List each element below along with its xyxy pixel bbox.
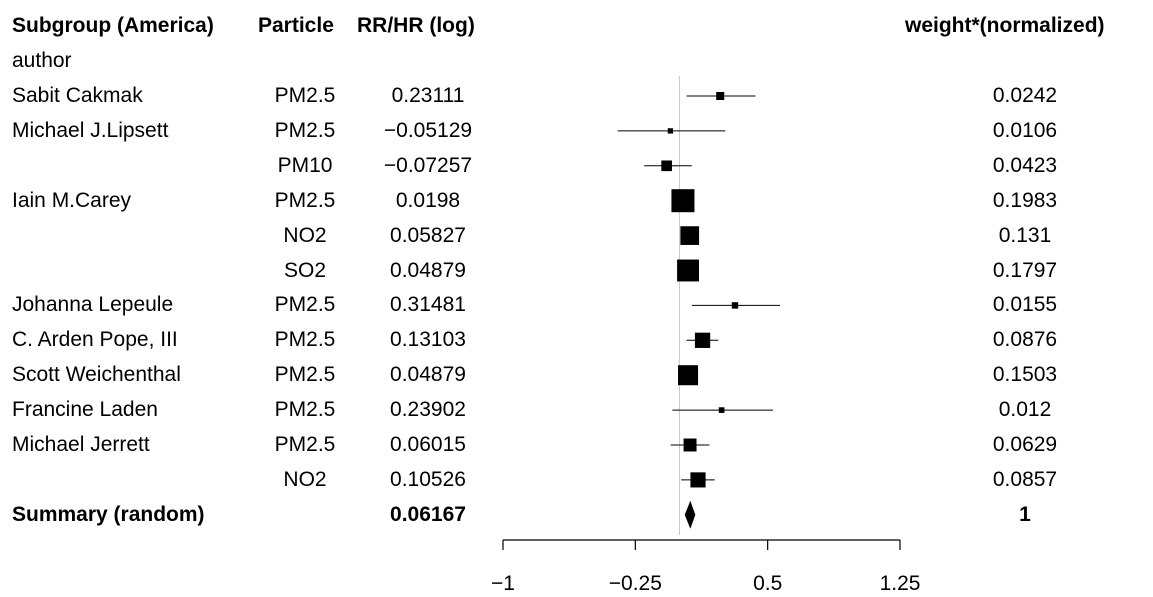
row-weight: 0.0629 xyxy=(992,433,1058,456)
row-author: Michael Jerrett xyxy=(12,433,150,456)
row-estimate: −0.07257 xyxy=(383,153,473,177)
row-estimate: 0.10526 xyxy=(390,467,466,491)
row-particle: PM2.5 xyxy=(274,118,336,142)
row-particle: PM2.5 xyxy=(274,328,336,352)
row-weight: 0.1797 xyxy=(992,258,1058,282)
estimate-box xyxy=(661,160,672,172)
row-estimate: 0.0198 xyxy=(395,188,461,212)
row-estimate: 0.31481 xyxy=(390,293,466,317)
row-author: Johanna Lepeule xyxy=(12,293,174,317)
row-author: Michael J.Lipsett xyxy=(12,118,169,142)
row-particle: PM2.5 xyxy=(274,363,336,387)
row-author: C. Arden Pope, III xyxy=(12,328,178,352)
row-estimate: 0.05827 xyxy=(390,223,466,247)
header-particle: Particle xyxy=(258,14,334,37)
row-estimate: −0.05129 xyxy=(383,118,473,142)
row-weight: 0.0857 xyxy=(992,467,1058,491)
estimate-box xyxy=(680,226,700,245)
x-tick-label: 1.25 xyxy=(880,572,921,595)
header-subgroup: Subgroup (America) xyxy=(12,14,214,37)
estimate-box xyxy=(716,91,725,101)
row-weight: 0.0155 xyxy=(992,293,1058,317)
row-particle: PM10 xyxy=(277,153,333,177)
estimate-box xyxy=(731,302,739,309)
header-weight: weight*(normalized) xyxy=(905,14,1105,37)
row-author: Sabit Cakmak xyxy=(12,84,143,107)
row-weight: 0.0242 xyxy=(992,84,1058,107)
estimate-box xyxy=(694,332,711,348)
row-estimate: 0.13103 xyxy=(390,328,466,352)
summary-estimate: 0.06167 xyxy=(390,502,466,526)
estimate-box xyxy=(683,438,697,452)
row-particle: PM2.5 xyxy=(274,188,336,212)
row-particle: PM2.5 xyxy=(274,293,336,317)
row-weight: 0.131 xyxy=(998,223,1052,247)
row-particle: PM2.5 xyxy=(274,84,336,107)
header-author: author xyxy=(12,49,72,72)
row-particle: NO2 xyxy=(283,467,327,491)
x-tick-label: 0.5 xyxy=(753,572,782,595)
row-estimate: 0.04879 xyxy=(390,258,466,282)
summary-label: Summary (random) xyxy=(12,502,205,526)
row-weight: 0.012 xyxy=(998,398,1052,422)
summary-diamond xyxy=(684,500,696,529)
estimate-box xyxy=(678,365,699,386)
estimate-box xyxy=(671,189,695,213)
row-particle: PM2.5 xyxy=(274,433,336,456)
row-estimate: 0.06015 xyxy=(390,433,466,456)
row-particle: SO2 xyxy=(283,258,327,282)
row-weight: 0.1983 xyxy=(992,188,1058,212)
row-weight: 0.0106 xyxy=(992,118,1058,142)
row-estimate: 0.04879 xyxy=(390,363,466,387)
x-tick-label: −0.25 xyxy=(609,572,662,595)
summary-weight: 1 xyxy=(1019,502,1031,526)
row-particle: PM2.5 xyxy=(274,398,336,422)
row-author: Francine Laden xyxy=(12,398,158,422)
row-estimate: 0.23111 xyxy=(391,84,465,107)
estimate-box xyxy=(677,259,700,282)
row-weight: 0.0423 xyxy=(992,153,1058,177)
row-author: Iain M.Carey xyxy=(12,188,132,212)
x-tick-label: −1 xyxy=(491,572,515,595)
row-author: Scott Weichenthal xyxy=(12,363,181,387)
header-estimate: RR/HR (log) xyxy=(357,14,475,37)
estimate-box xyxy=(667,128,674,134)
estimate-box xyxy=(718,407,725,413)
row-particle: NO2 xyxy=(283,223,327,247)
row-estimate: 0.23902 xyxy=(390,398,466,422)
estimate-box xyxy=(690,472,706,488)
row-weight: 0.0876 xyxy=(992,328,1058,352)
row-weight: 0.1503 xyxy=(992,363,1058,387)
